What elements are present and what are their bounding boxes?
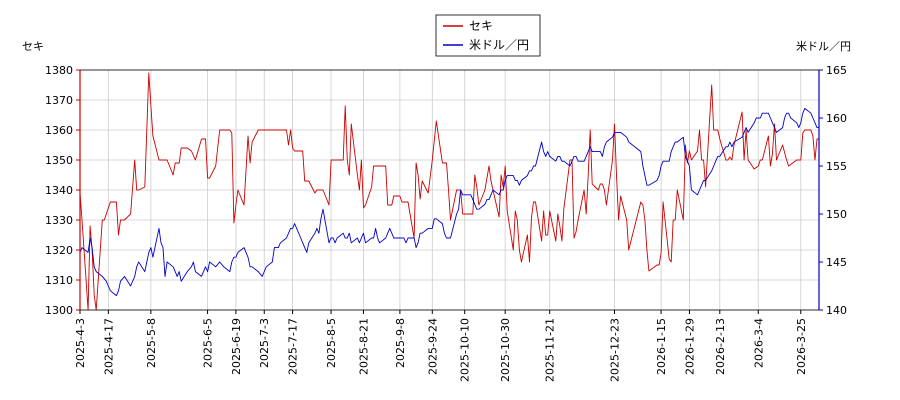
- x-tick-label: 2025-11-21: [544, 318, 557, 382]
- left-tick-label: 1330: [45, 214, 73, 227]
- x-tick-label: 2025-10-30: [499, 318, 512, 382]
- grid: [79, 69, 819, 311]
- left-tick-label: 1350: [45, 154, 73, 167]
- x-tick-label: 2025-10-10: [459, 318, 472, 382]
- left-tick-label: 1380: [45, 64, 73, 77]
- x-tick-label: 2026-2-13: [714, 318, 727, 375]
- x-tick-label: 2025-9-24: [426, 318, 439, 375]
- x-tick-label: 2025-4-17: [102, 318, 115, 375]
- left-axis: 1300 1310 1320 1330 1340 1350 1360 1370 1380: [45, 64, 81, 317]
- x-tick-label: 2025-8-21: [357, 318, 370, 375]
- x-tick-label: 2025-9-8: [394, 318, 407, 368]
- x-tick-label: 2026-3-25: [795, 318, 808, 375]
- right-tick-label: 145: [826, 256, 847, 269]
- series-layer: [79, 72, 819, 311]
- x-axis: 2025-4-3 2025-4-17 2025-5-8 2025-6-5 2025-6-…: [74, 310, 808, 382]
- left-tick-label: 1310: [45, 274, 73, 287]
- x-tick-label: 2025-7-3: [258, 318, 271, 368]
- left-tick-label: 1370: [45, 94, 73, 107]
- left-tick-label: 1360: [45, 124, 73, 137]
- right-axis: 140 145 150 155 160 165: [818, 64, 847, 317]
- x-tick-label: 2025-6-19: [230, 318, 243, 375]
- x-tick-label: 2025-8-5: [325, 318, 338, 368]
- legend-box: [435, 14, 541, 57]
- left-axis-title: セキ: [22, 40, 44, 53]
- x-tick-label: 2025-4-3: [74, 318, 87, 368]
- left-tick-label: 1320: [45, 244, 73, 257]
- right-tick-label: 155: [826, 160, 847, 173]
- x-tick-label: 2025-6-5: [202, 318, 215, 368]
- series-line-usdjpy: [79, 107, 819, 297]
- x-tick-label: 2025-12-23: [609, 318, 622, 382]
- right-axis-title: 米ドル／円: [796, 40, 851, 53]
- right-tick-label: 160: [826, 112, 847, 125]
- legend-label-seki: セキ: [469, 19, 493, 33]
- series-line-seki: [79, 72, 819, 311]
- right-tick-label: 140: [826, 304, 847, 317]
- legend-label-usdjpy: 米ドル／円: [469, 38, 529, 52]
- right-tick-label: 165: [826, 64, 847, 77]
- left-tick-label: 1300: [45, 304, 73, 317]
- x-tick-label: 2025-5-8: [145, 318, 158, 368]
- right-tick-label: 150: [826, 208, 847, 221]
- legend: セキ 米ドル／円: [435, 14, 541, 57]
- x-tick-label: 2026-1-15: [655, 318, 668, 375]
- x-tick-label: 2026-1-29: [683, 318, 696, 375]
- left-tick-label: 1340: [45, 184, 73, 197]
- x-tick-label: 2025-7-17: [287, 318, 300, 375]
- x-tick-label: 2026-3-4: [752, 318, 765, 368]
